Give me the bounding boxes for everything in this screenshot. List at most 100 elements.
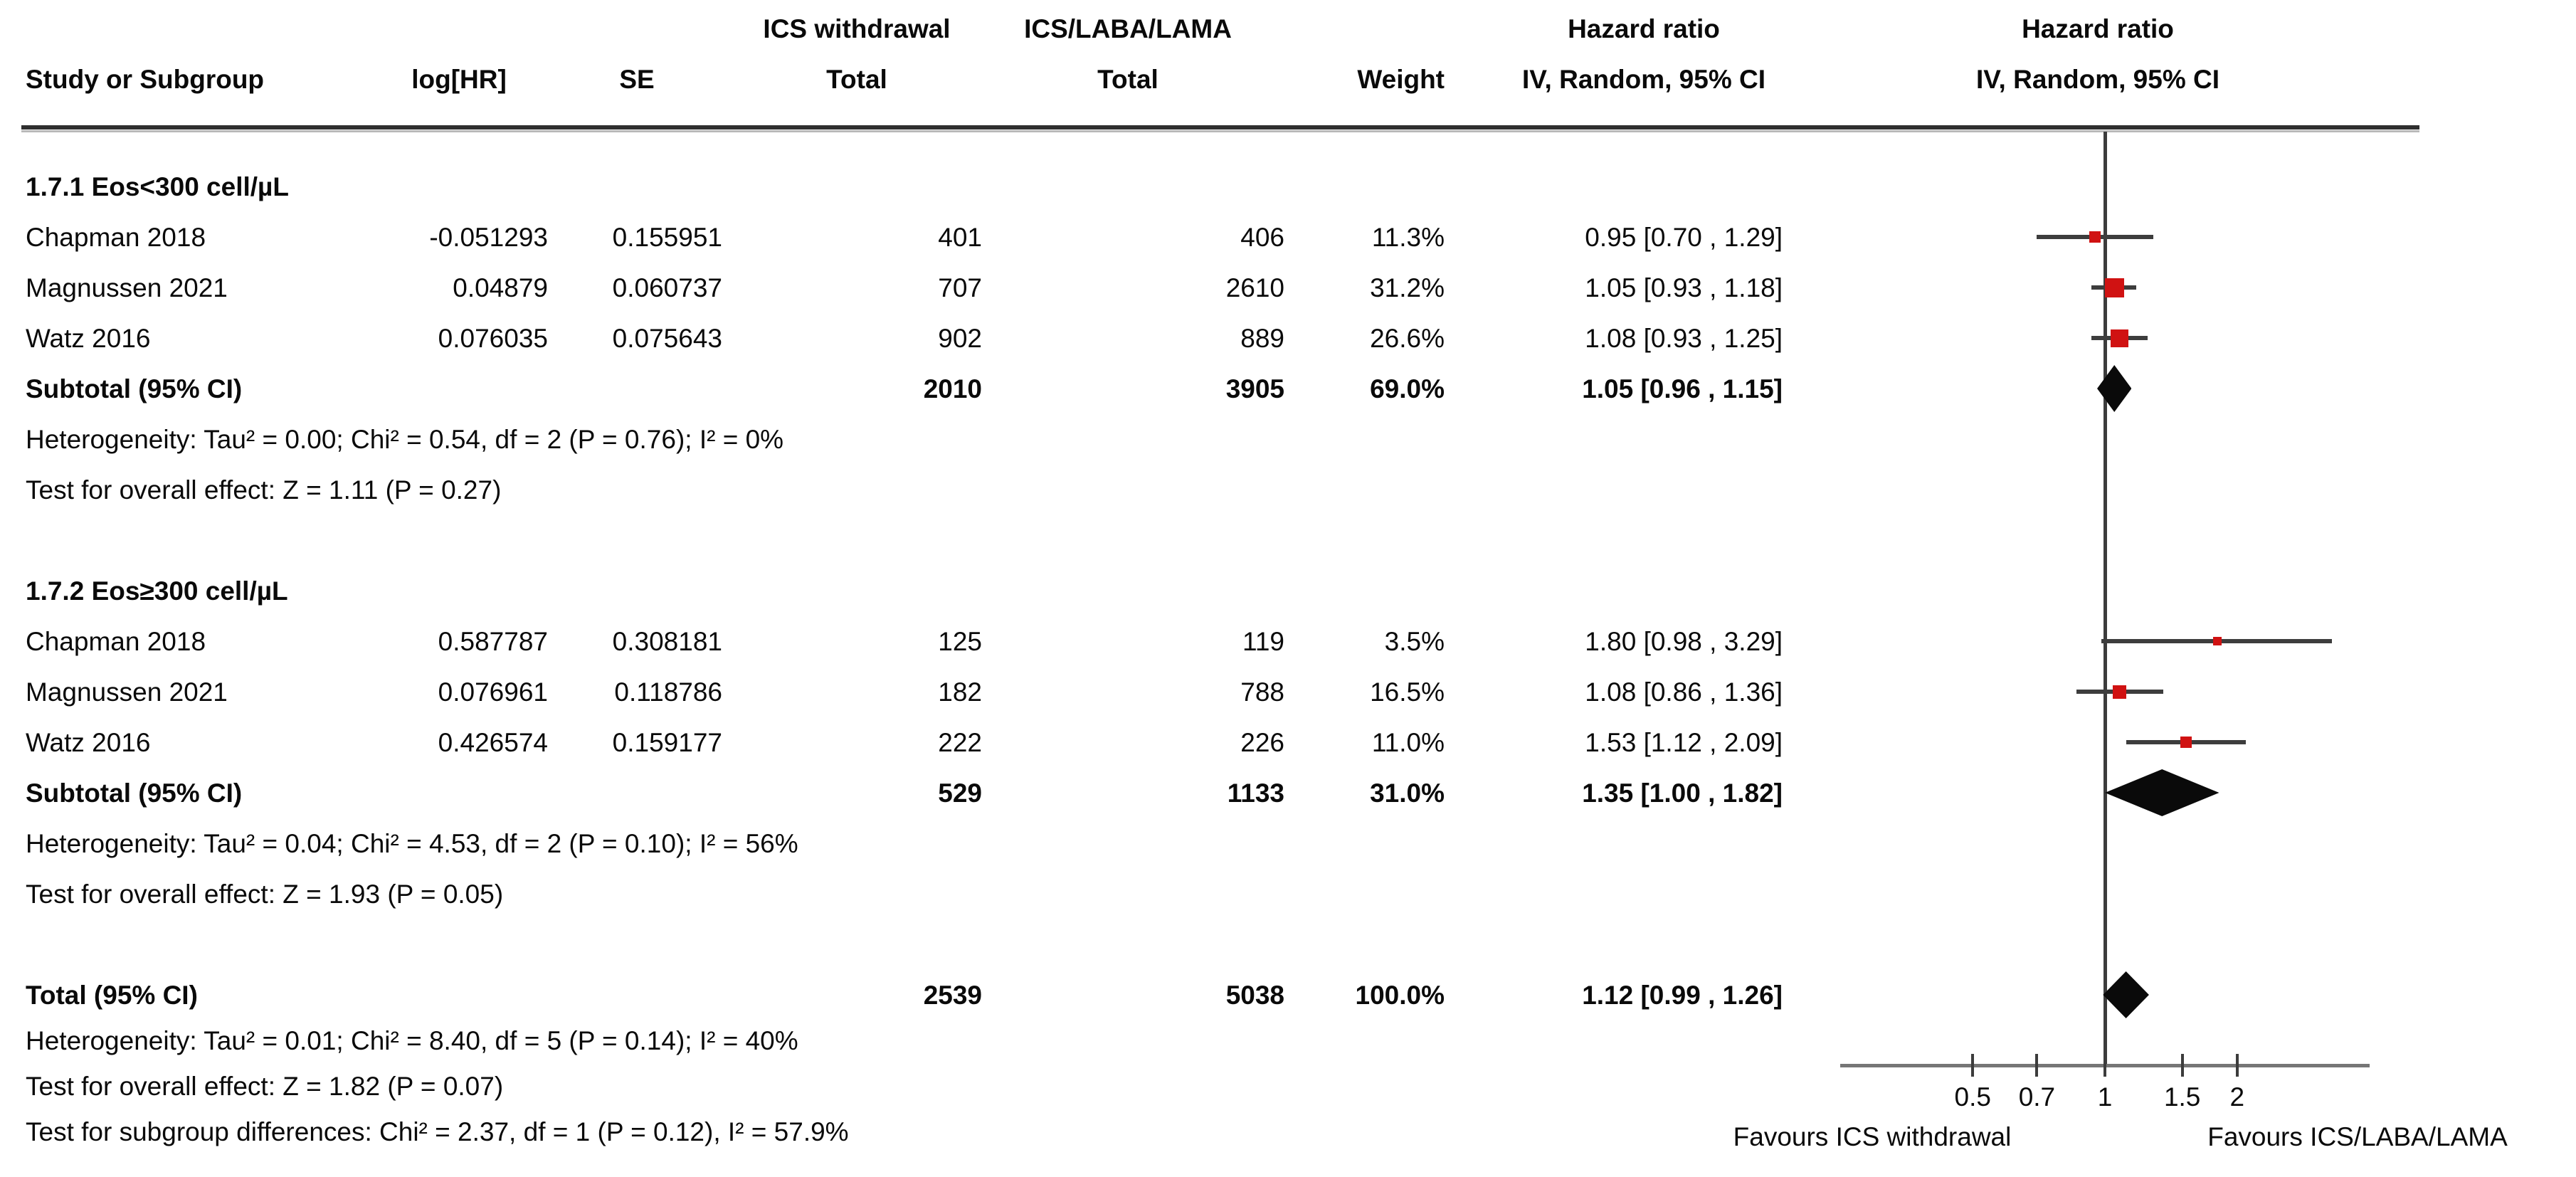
effect-square	[2212, 637, 2222, 645]
summary-row-label: Total (95% CI)	[26, 980, 198, 1010]
axis-tick	[2235, 1054, 2239, 1077]
subgroup-heading: 1.7.2 Eos≥300 cell/µL	[26, 576, 288, 606]
log-hr-value: 0.076035	[438, 323, 548, 353]
overall-effect-note: Test for overall effect: Z = 1.11 (P = 0…	[26, 475, 502, 505]
group-a-total: 401	[938, 222, 982, 252]
hr-ci-text: 1.08 [0.86 , 1.36]	[1585, 677, 1783, 707]
log-hr-value: 0.04879	[453, 273, 548, 302]
col-header-iv-random: IV, Random, 95% CI	[1521, 65, 1766, 94]
weight-value: 11.0%	[1371, 727, 1445, 757]
study-name: Watz 2016	[26, 727, 151, 757]
hr-ci-text: 1.12 [0.99 , 1.26]	[1582, 980, 1783, 1010]
effect-square	[2089, 231, 2101, 243]
hr-ci-text: 0.95 [0.70 , 1.29]	[1585, 222, 1783, 252]
group-a-total: 222	[938, 727, 982, 757]
axis-tick	[2103, 1054, 2106, 1077]
hr-ci-text: 1.05 [0.96 , 1.15]	[1582, 374, 1783, 403]
se-value: 0.155951	[612, 222, 722, 252]
axis-tick-label: 1	[2097, 1082, 2113, 1112]
axis-tick	[1971, 1054, 1975, 1077]
subtotal-diamond	[2097, 365, 2132, 412]
group-a-total: 707	[938, 273, 982, 302]
col-header-se: SE	[619, 65, 655, 94]
hr-ci-text: 1.80 [0.98 , 3.29]	[1585, 626, 1783, 656]
weight-value: 31.0%	[1370, 778, 1445, 808]
summary-row-label: Subtotal (95% CI)	[26, 778, 243, 808]
heterogeneity-note: Heterogeneity: Tau² = 0.00; Chi² = 0.54,…	[26, 424, 784, 454]
log-hr-value: 0.076961	[438, 677, 548, 707]
header-rule	[21, 125, 2419, 130]
group-b-total: 226	[1240, 727, 1284, 757]
header-rule-shadow	[21, 130, 2419, 132]
group-b-total: 2610	[1225, 273, 1284, 302]
plot-header-iv-random: IV, Random, 95% CI	[1975, 65, 2220, 94]
group-a-total: 902	[938, 323, 982, 353]
hr-ci-text: 1.08 [0.93 , 1.25]	[1585, 323, 1783, 353]
group-b-total: 406	[1240, 222, 1284, 252]
null-effect-line	[2103, 132, 2107, 1065]
plot-header-hazard-ratio: Hazard ratio	[2022, 14, 2174, 43]
study-name: Chapman 2018	[26, 626, 206, 656]
effect-square	[2180, 737, 2192, 748]
weight-value: 16.5%	[1370, 677, 1445, 707]
axis-tick-label: 0.5	[1954, 1082, 1991, 1112]
heterogeneity-note: Heterogeneity: Tau² = 0.04; Chi² = 4.53,…	[26, 828, 798, 858]
group-b-total: 788	[1240, 677, 1284, 707]
weight-value: 26.6%	[1370, 323, 1445, 353]
group-b-total: 889	[1240, 323, 1284, 353]
col-header-group-b: ICS/LABA/LAMA	[1024, 14, 1232, 43]
total-overall-effect-note: Test for overall effect: Z = 1.82 (P = 0…	[26, 1071, 504, 1101]
favours-left-label: Favours ICS withdrawal	[1733, 1122, 2012, 1151]
effect-square	[2113, 685, 2127, 699]
se-value: 0.308181	[612, 626, 722, 656]
subgroup-differences-note: Test for subgroup differences: Chi² = 2.…	[26, 1117, 849, 1146]
group-a-total: 529	[938, 778, 982, 808]
col-header-total-a: Total	[826, 65, 887, 94]
group-a-total: 182	[938, 677, 982, 707]
overall-effect-note: Test for overall effect: Z = 1.93 (P = 0…	[26, 879, 504, 909]
study-name: Watz 2016	[26, 323, 151, 353]
subtotal-diamond	[2105, 769, 2219, 816]
group-a-total: 125	[938, 626, 982, 656]
weight-value: 11.3%	[1371, 222, 1445, 252]
log-hr-value: 0.587787	[438, 626, 548, 656]
hr-ci-text: 1.35 [1.00 , 1.82]	[1582, 778, 1783, 808]
total-heterogeneity-note: Heterogeneity: Tau² = 0.01; Chi² = 8.40,…	[26, 1025, 798, 1055]
subgroup-heading: 1.7.1 Eos<300 cell/µL	[26, 171, 289, 201]
col-header-group-a: ICS withdrawal	[763, 14, 951, 43]
log-hr-value: -0.051293	[429, 222, 548, 252]
group-b-total: 5038	[1225, 980, 1284, 1010]
study-name: Magnussen 2021	[26, 677, 228, 707]
effect-square	[2104, 278, 2124, 297]
axis-tick	[2180, 1054, 2184, 1077]
axis-tick	[2035, 1054, 2039, 1077]
study-name: Magnussen 2021	[26, 273, 228, 302]
se-value: 0.118786	[614, 677, 722, 707]
group-a-total: 2010	[923, 374, 982, 403]
study-name: Chapman 2018	[26, 222, 206, 252]
col-header-total-b: Total	[1097, 65, 1158, 94]
se-value: 0.075643	[612, 323, 722, 353]
col-header-study: Study or Subgroup	[26, 65, 265, 94]
axis-tick-label: 1.5	[2163, 1082, 2201, 1112]
weight-value: 69.0%	[1370, 374, 1445, 403]
col-header-weight: Weight	[1357, 65, 1445, 94]
se-value: 0.060737	[612, 273, 722, 302]
group-b-total: 1133	[1227, 778, 1284, 808]
total-diamond	[2103, 971, 2149, 1018]
col-header-hazard-ratio: Hazard ratio	[1568, 14, 1720, 43]
group-a-total: 2539	[923, 980, 982, 1010]
hr-ci-text: 1.53 [1.12 , 2.09]	[1585, 727, 1783, 757]
summary-row-label: Subtotal (95% CI)	[26, 374, 243, 403]
group-b-total: 3905	[1225, 374, 1284, 403]
log-hr-value: 0.426574	[438, 727, 548, 757]
hr-ci-text: 1.05 [0.93 , 1.18]	[1585, 273, 1783, 302]
effect-square	[2111, 329, 2129, 347]
axis-tick-label: 2	[2229, 1082, 2245, 1112]
favours-right-label: Favours ICS/LABA/LAMA	[2207, 1122, 2508, 1151]
group-b-total: 119	[1242, 626, 1284, 656]
weight-value: 31.2%	[1370, 273, 1445, 302]
weight-value: 3.5%	[1384, 626, 1445, 656]
axis-tick-label: 0.7	[2018, 1082, 2056, 1112]
